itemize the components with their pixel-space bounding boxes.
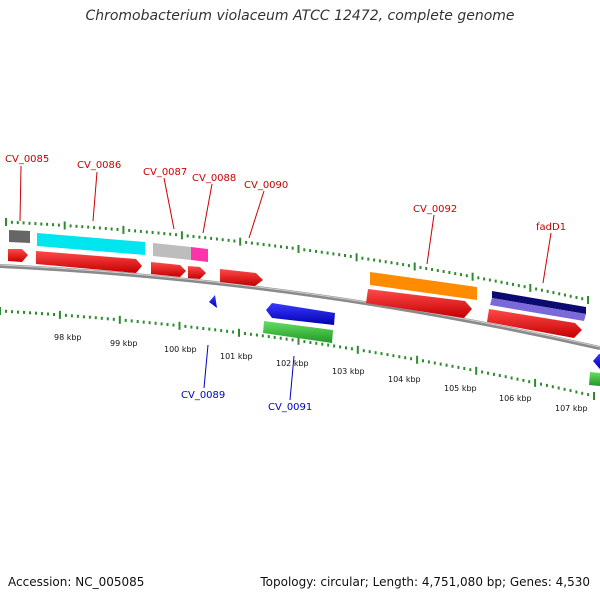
map-title: Chromobacterium violaceum ATCC 12472, co… [85, 8, 515, 24]
genome-backbone-highlight [0, 264, 600, 348]
gene-label-cv0088[interactable]: CV_0088 [192, 173, 236, 184]
gene-label-cv0090[interactable]: CV_0090 [244, 180, 288, 191]
feature-right-edge-cds[interactable] [593, 354, 600, 369]
kbp-label-101: 101 kbp [220, 352, 253, 361]
feature-cv0085-cog[interactable] [9, 230, 30, 243]
feature-cv0087-cds[interactable] [151, 262, 186, 277]
kbp-label-100: 100 kbp [164, 345, 197, 354]
gene-label-cv0091[interactable]: CV_0091 [268, 402, 312, 413]
feature-cv0088-cog[interactable] [191, 247, 208, 262]
feature-cv0087-cog[interactable] [153, 243, 191, 260]
feature-cv0092-cog[interactable] [370, 272, 477, 300]
gene-label-cv0086[interactable]: CV_0086 [77, 160, 121, 171]
feature-fadd1-cds[interactable] [487, 309, 582, 338]
feature-fadd1-cog-bottom[interactable] [490, 298, 586, 321]
kbp-label-103: 103 kbp [332, 367, 365, 376]
kbp-label-98: 98 kbp [54, 333, 82, 342]
gene-label-cv0087[interactable]: CV_0087 [143, 167, 187, 178]
feature-cv0086-cds[interactable] [36, 251, 142, 273]
gene-label-cv0085[interactable]: CV_0085 [5, 154, 49, 165]
feature-cv0089-cds[interactable] [209, 295, 217, 308]
feature-cv0086-cog[interactable] [37, 233, 145, 255]
kbp-label-102: 102 kbp [276, 359, 309, 368]
feature-cv0088-cds[interactable] [188, 266, 206, 279]
gene-label-fadd1[interactable]: fadD1 [536, 222, 566, 233]
feature-right-edge-cog[interactable] [589, 372, 600, 386]
kbp-label-99: 99 kbp [110, 339, 138, 348]
feature-cv0085-cds[interactable] [8, 249, 28, 262]
gene-label-cv0089[interactable]: CV_0089 [181, 390, 225, 401]
accession-text: Accession: NC_005085 [8, 575, 145, 589]
inner-tick-ring [0, 307, 595, 400]
kbp-label-107: 107 kbp [555, 404, 588, 413]
feature-cv0092-cds[interactable] [366, 289, 472, 318]
kbp-label-104: 104 kbp [388, 375, 421, 384]
feature-cv0091-cog[interactable] [263, 321, 333, 343]
genome-info-text: Topology: circular; Length: 4,751,080 bp… [260, 575, 590, 589]
kbp-label-106: 106 kbp [499, 394, 532, 403]
feature-fadd1-cog-top[interactable] [492, 291, 586, 314]
genome-backbone [0, 264, 600, 350]
kbp-label-105: 105 kbp [444, 384, 477, 393]
outer-tick-ring [5, 218, 589, 304]
feature-cv0090-cds[interactable] [220, 269, 263, 286]
feature-cv0091-cds[interactable] [266, 303, 335, 325]
gene-label-cv0092[interactable]: CV_0092 [413, 204, 457, 215]
label-leaders [19, 165, 552, 401]
